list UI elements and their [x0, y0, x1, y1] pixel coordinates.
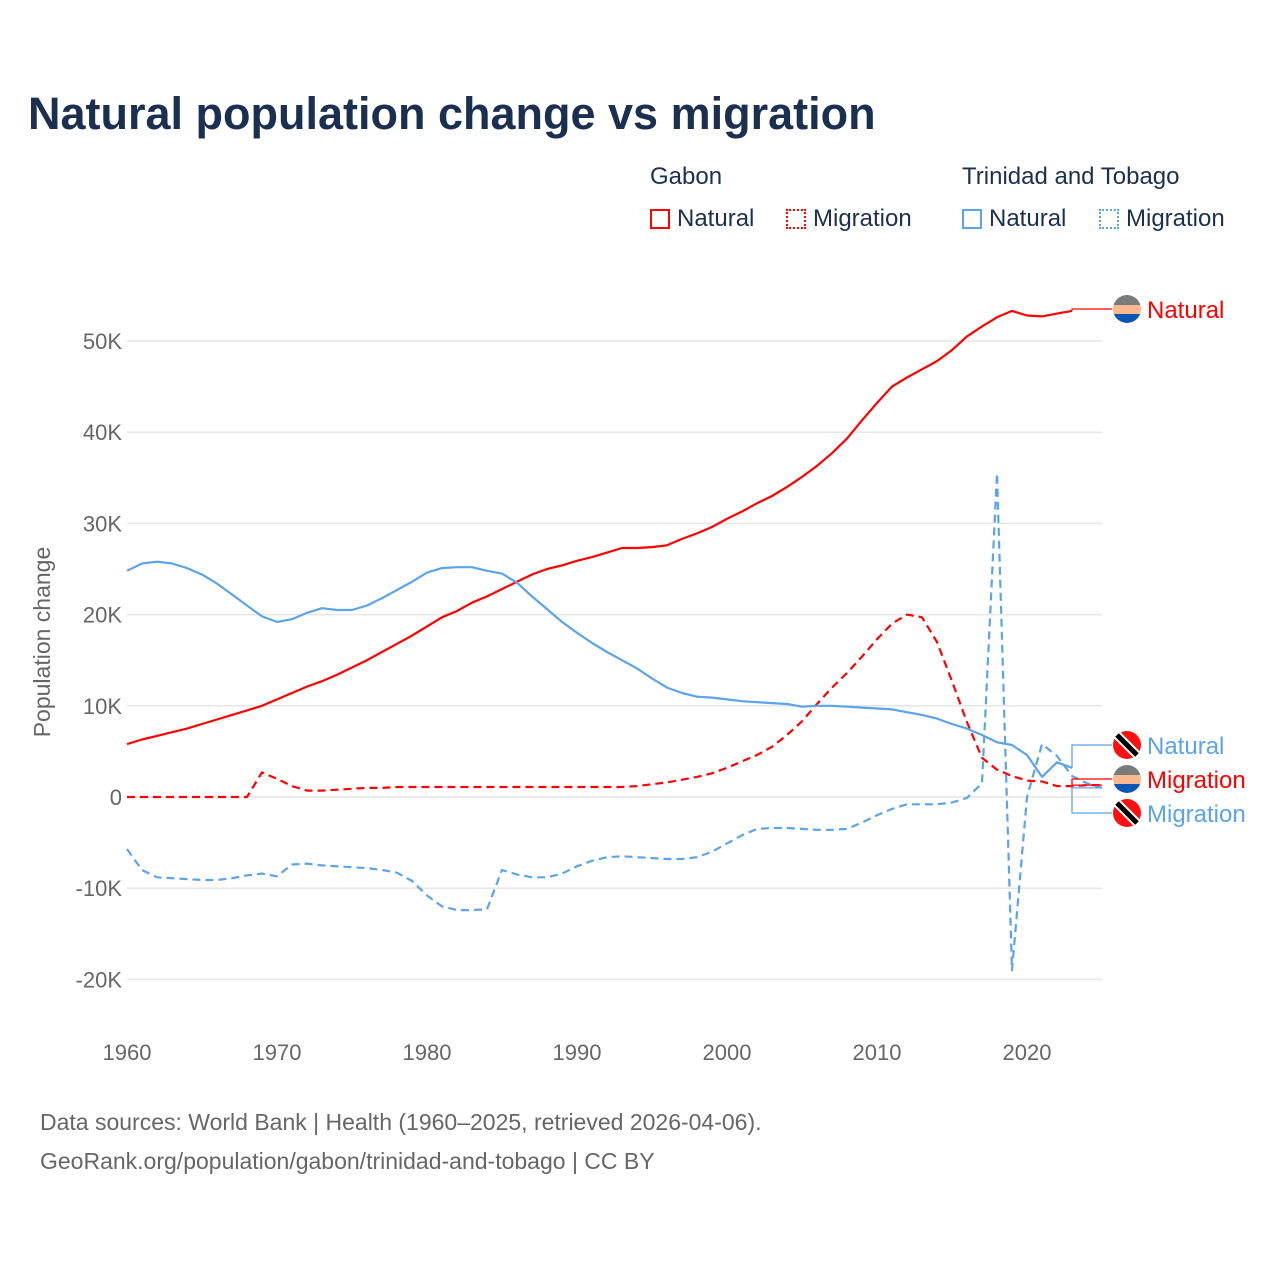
x-tick-label: 2020: [1003, 1040, 1052, 1065]
flag-stripe: [1113, 765, 1141, 775]
flag-stripes: [1113, 765, 1141, 793]
legend-group-trinidad: Trinidad and Tobago: [962, 163, 1180, 190]
end-label: Natural: [1147, 297, 1224, 324]
end-label: Migration: [1147, 801, 1246, 828]
end-label-connector: [1071, 744, 1112, 768]
trinidad-flag-icon: [1113, 731, 1141, 759]
x-tick-label: 1990: [553, 1040, 602, 1065]
legend-label: Natural: [989, 205, 1067, 232]
flag-stripe: [1113, 305, 1141, 314]
y-tick-label: -10K: [76, 876, 123, 901]
x-tick-label: 1960: [103, 1040, 152, 1065]
legend-trinidad-migration[interactable]: Migration: [1099, 205, 1225, 233]
legend-gabon-migration[interactable]: Migration: [786, 205, 912, 233]
y-tick-label: 40K: [83, 420, 122, 445]
flag-stripes: [1113, 295, 1141, 323]
end-label-connector: [1071, 308, 1112, 311]
y-tick-label: 20K: [83, 603, 122, 628]
y-tick-label: 10K: [83, 694, 122, 719]
end-label: Migration: [1147, 767, 1246, 794]
legend-label: Migration: [1126, 205, 1225, 232]
footer-sources: Data sources: World Bank | Health (1960–…: [40, 1109, 762, 1135]
gabon-flag-icon: [1113, 295, 1141, 323]
footer-url[interactable]: GeoRank.org/population/gabon/trinidad-an…: [40, 1148, 655, 1174]
legend-label: Migration: [813, 205, 912, 232]
legend-group-gabon: Gabon: [650, 163, 723, 190]
flag-stripe: [1113, 784, 1141, 793]
legend-gabon-natural[interactable]: Natural: [650, 205, 754, 233]
x-tick-label: 2010: [853, 1040, 902, 1065]
y-tick-label: 0: [110, 785, 122, 810]
flag-stripe: [1113, 775, 1141, 784]
y-tick-label: 30K: [83, 511, 122, 536]
x-tick-label: 1970: [253, 1040, 302, 1065]
flag-band: [1115, 801, 1139, 825]
flag-stripe: [1113, 314, 1141, 323]
x-tick-label: 1980: [403, 1040, 452, 1065]
end-label-connector: [1071, 778, 1112, 786]
y-axis-label: Population change: [29, 547, 55, 738]
chart-title: Natural population change vs migration: [28, 88, 876, 139]
legend-swatch-solid-icon: [962, 209, 982, 229]
y-tick-label: -20K: [76, 967, 123, 992]
legend-swatch-dotted-icon: [786, 209, 806, 229]
legend-swatch-dotted-icon: [1099, 209, 1119, 229]
legend-swatch-solid-icon: [650, 209, 670, 229]
end-label-connector: [1071, 787, 1112, 814]
legend-label: Natural: [677, 205, 755, 232]
flag-stripe: [1113, 295, 1141, 305]
legend-trinidad-natural[interactable]: Natural: [962, 205, 1066, 233]
series-line-gabon-migration: [127, 613, 1102, 799]
series-line-gabon-natural: [126, 309, 1073, 746]
gabon-flag-icon: [1113, 765, 1141, 793]
series-line-trinidad-and-tobago-migration: [126, 472, 1103, 972]
series-line-trinidad-and-tobago-natural: [126, 560, 1073, 778]
flag-band: [1115, 733, 1139, 757]
x-tick-label: 2000: [703, 1040, 752, 1065]
y-tick-label: 50K: [83, 329, 122, 354]
end-label: Natural: [1147, 733, 1224, 760]
trinidad-flag-icon: [1113, 799, 1141, 827]
